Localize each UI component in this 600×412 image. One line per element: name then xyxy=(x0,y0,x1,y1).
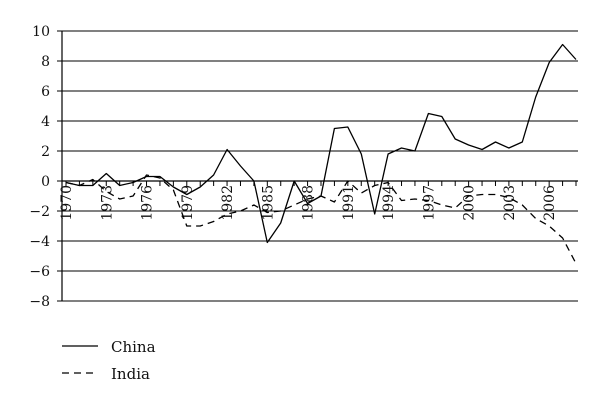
x-tick-label: 2000 xyxy=(462,185,478,221)
legend-label-china: China xyxy=(111,338,156,356)
y-tick-label: 8 xyxy=(41,54,50,70)
y-tick-label: −8 xyxy=(29,294,50,310)
legend-label-india: India xyxy=(111,365,150,383)
x-tick-label: 1973 xyxy=(99,185,115,221)
x-tick-label: 1997 xyxy=(421,185,437,221)
x-tick-label: 1970 xyxy=(59,185,75,221)
series-lines xyxy=(65,43,577,264)
x-axis-ticks: 1970 1973 1976 1979 1982 1985 1988 1991 1994 1997… xyxy=(59,181,577,221)
x-tick-label: 1979 xyxy=(180,185,196,221)
y-axis-ticks: 10 8 6 4 2 0 −2 −4 −6 −8 xyxy=(29,24,62,310)
axes xyxy=(61,31,578,301)
gridlines xyxy=(62,30,578,302)
y-tick-label: 10 xyxy=(32,24,50,40)
x-tick-label: 2006 xyxy=(542,185,558,221)
x-tick-label: 1976 xyxy=(140,185,156,221)
x-tick-label: 1991 xyxy=(341,185,357,221)
y-tick-label: 2 xyxy=(41,144,50,160)
series-line-india xyxy=(65,174,577,264)
legend: China India xyxy=(62,338,156,383)
x-tick-label: 2003 xyxy=(502,185,518,221)
y-tick-label: −6 xyxy=(29,264,50,280)
y-tick-label: −4 xyxy=(29,234,50,250)
y-tick-label: 6 xyxy=(41,84,50,100)
x-tick-label: 1982 xyxy=(220,185,236,221)
y-tick-label: 4 xyxy=(41,114,50,130)
x-tick-label: 1985 xyxy=(260,185,276,221)
y-tick-label: −2 xyxy=(29,204,50,220)
x-tick-label: 1994 xyxy=(381,185,397,221)
y-tick-label: 0 xyxy=(41,174,50,190)
